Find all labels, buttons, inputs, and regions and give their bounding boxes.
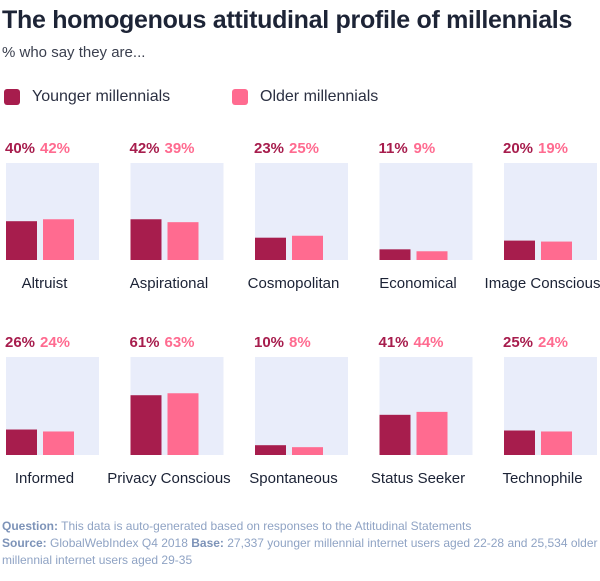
category-label-privacy-conscious: Privacy Conscious (107, 470, 230, 487)
footer-source: Source: GlobalWebIndex Q4 2018 Base: 27,… (2, 536, 598, 567)
bar-informed-older (43, 431, 74, 455)
chart-footer: Question: This data is auto-generated ba… (2, 518, 598, 569)
chart-subtitle: % who say they are... (2, 44, 146, 61)
bar-cosmopolitan-younger (255, 237, 286, 260)
value-label-image-conscious-older: 19% (538, 140, 568, 157)
value-label-technophile-older: 24% (538, 334, 568, 351)
bar-spontaneous-younger (255, 445, 286, 455)
value-label-aspirational-younger: 42% (130, 140, 160, 157)
bar-informed-younger (6, 429, 37, 455)
category-label-technophile: Technophile (502, 470, 582, 487)
category-label-cosmopolitan: Cosmopolitan (248, 275, 340, 292)
category-label-spontaneous: Spontaneous (249, 470, 337, 487)
value-label-privacy-conscious-older: 63% (165, 334, 195, 351)
bar-economical-younger (379, 249, 411, 260)
bar-image-conscious-older (541, 241, 572, 260)
value-label-cosmopolitan-younger: 23% (254, 140, 284, 157)
legend-swatch-younger (4, 89, 20, 105)
bar-aspirational-younger (130, 219, 162, 260)
footer-question: Question: This data is auto-generated ba… (2, 519, 472, 533)
value-label-aspirational-older: 39% (165, 140, 195, 157)
value-label-altruist-older: 42% (40, 140, 70, 157)
value-label-informed-younger: 26% (5, 334, 35, 351)
value-label-altruist-younger: 40% (5, 140, 35, 157)
legend-item-younger: Younger millennials (4, 88, 170, 106)
bar-spontaneous-older (292, 447, 323, 455)
bar-technophile-older (541, 431, 572, 455)
value-label-spontaneous-older: 8% (289, 334, 311, 351)
value-label-technophile-younger: 25% (503, 334, 533, 351)
bar-privacy-conscious-younger (130, 395, 162, 455)
value-label-image-conscious-younger: 20% (503, 140, 533, 157)
value-label-status-seeker-older: 44% (414, 334, 444, 351)
value-label-cosmopolitan-older: 25% (289, 140, 319, 157)
category-label-aspirational: Aspirational (130, 275, 208, 292)
bar-chart-grid: 40% 42% Altruist 42% 39% Aspirational 23% 25% Co… (5, 140, 600, 487)
bar-status-seeker-younger (379, 414, 411, 455)
panel-economical (379, 163, 473, 260)
panel-spontaneous (255, 357, 348, 455)
legend-label-older: Older millennials (260, 88, 379, 105)
value-label-economical-younger: 11% (379, 140, 408, 157)
value-label-economical-older: 9% (414, 140, 436, 157)
value-label-spontaneous-younger: 10% (254, 334, 284, 351)
bar-aspirational-older (167, 222, 199, 260)
bar-image-conscious-younger (504, 240, 535, 260)
bar-privacy-conscious-older (167, 393, 199, 455)
legend-label-younger: Younger millennials (32, 88, 171, 105)
value-label-status-seeker-younger: 41% (379, 334, 409, 351)
value-label-informed-older: 24% (40, 334, 70, 351)
category-label-status-seeker: Status Seeker (371, 470, 465, 487)
legend-swatch-older (232, 89, 248, 105)
bar-altruist-older (43, 219, 74, 260)
bar-status-seeker-older (416, 411, 448, 455)
chart-title: The homogenous attitudinal profile of mi… (2, 6, 573, 34)
value-label-privacy-conscious-younger: 61% (130, 334, 160, 351)
category-label-economical: Economical (379, 275, 457, 292)
category-label-image-conscious: Image Conscious (485, 275, 600, 292)
legend-item-older: Older millennials (232, 88, 378, 106)
bar-technophile-younger (504, 430, 535, 455)
category-label-altruist: Altruist (22, 275, 69, 292)
bar-cosmopolitan-older (292, 235, 323, 260)
bar-altruist-younger (6, 221, 37, 260)
bar-economical-older (416, 251, 448, 260)
category-label-informed: Informed (15, 470, 74, 487)
